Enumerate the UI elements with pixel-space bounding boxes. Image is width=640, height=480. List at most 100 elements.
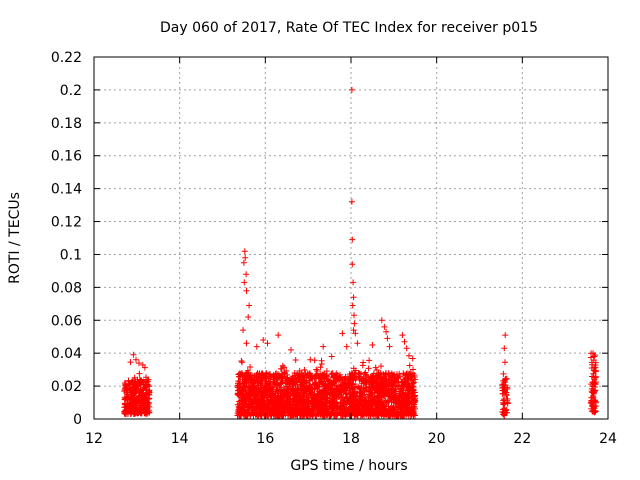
data-point <box>247 364 254 370</box>
data-point <box>338 374 344 381</box>
data-point <box>349 302 356 309</box>
data-point <box>240 386 247 393</box>
data-point <box>306 398 313 405</box>
data-point <box>410 366 416 373</box>
data-point <box>504 384 511 391</box>
data-point <box>250 412 257 419</box>
data-point <box>313 366 320 373</box>
data-point <box>407 399 414 406</box>
data-point <box>293 405 300 411</box>
data-point <box>353 375 360 382</box>
data-point <box>372 387 379 394</box>
data-point <box>295 393 302 400</box>
data-point <box>327 412 334 419</box>
data-point <box>589 399 595 406</box>
data-point <box>122 381 129 388</box>
data-point <box>243 271 250 278</box>
data-point <box>347 376 354 383</box>
data-point <box>132 378 139 385</box>
data-point <box>332 382 338 389</box>
data-point <box>132 409 139 416</box>
data-point <box>335 389 342 395</box>
data-point <box>293 397 300 404</box>
data-point <box>309 373 315 380</box>
data-point <box>591 353 598 360</box>
data-point <box>264 404 271 411</box>
data-point <box>348 198 355 205</box>
data-point <box>302 379 309 386</box>
y-tick-label: 0.14 <box>51 182 82 198</box>
data-point <box>368 402 375 409</box>
data-point <box>316 381 323 388</box>
data-point <box>308 389 315 396</box>
data-point <box>409 380 416 387</box>
data-point <box>260 384 266 391</box>
data-point <box>141 385 148 391</box>
data-point <box>289 373 296 380</box>
data-point <box>320 343 327 350</box>
data-point <box>133 356 139 363</box>
data-point <box>369 373 376 380</box>
data-point <box>378 363 384 370</box>
data-point <box>343 343 350 350</box>
data-point <box>392 383 399 390</box>
data-point <box>374 382 381 389</box>
data-point <box>360 359 367 366</box>
data-point <box>390 390 397 396</box>
data-point <box>378 317 385 324</box>
data-point <box>270 388 277 395</box>
data-point <box>251 391 258 398</box>
data-point <box>240 259 247 266</box>
data-point <box>287 409 294 416</box>
data-point <box>125 394 132 401</box>
data-point <box>380 411 387 418</box>
data-point <box>406 362 413 369</box>
data-point <box>347 398 354 405</box>
data-point <box>243 371 250 378</box>
data-point <box>260 337 267 343</box>
data-point <box>403 345 410 352</box>
data-point <box>236 383 243 390</box>
data-point <box>283 367 290 374</box>
data-point <box>503 406 510 413</box>
data-point <box>588 354 594 361</box>
data-point <box>294 373 301 380</box>
data-point <box>503 392 510 399</box>
x-tick-label: 14 <box>171 431 189 447</box>
data-point <box>313 407 320 414</box>
data-point <box>398 400 404 407</box>
data-point <box>363 372 370 379</box>
data-point <box>349 236 356 243</box>
data-point <box>288 411 295 418</box>
data-point <box>383 328 390 335</box>
data-point <box>136 399 143 406</box>
data-point <box>342 382 349 389</box>
data-point <box>369 390 376 397</box>
data-point <box>325 382 332 389</box>
data-point <box>301 366 308 373</box>
data-point <box>264 340 271 347</box>
data-point <box>322 412 329 419</box>
data-point <box>265 397 272 404</box>
data-point <box>246 302 253 309</box>
data-point <box>589 407 596 414</box>
data-point <box>381 383 388 390</box>
data-point <box>400 412 407 419</box>
data-point <box>284 380 290 387</box>
data-point <box>137 410 144 417</box>
data-point <box>356 370 363 377</box>
x-tick-label: 22 <box>513 431 531 447</box>
data-point <box>285 412 292 419</box>
chart-title: Day 060 of 2017, Rate Of TEC Index for r… <box>160 20 538 36</box>
data-point <box>136 379 142 386</box>
data-point <box>399 390 406 397</box>
data-point <box>278 386 285 393</box>
data-point <box>402 378 409 385</box>
data-point <box>134 395 141 402</box>
data-point <box>500 399 507 406</box>
x-tick-label: 24 <box>599 431 617 447</box>
data-point <box>380 390 387 397</box>
data-point <box>324 398 331 405</box>
data-point <box>358 378 365 385</box>
data-point <box>331 404 338 411</box>
